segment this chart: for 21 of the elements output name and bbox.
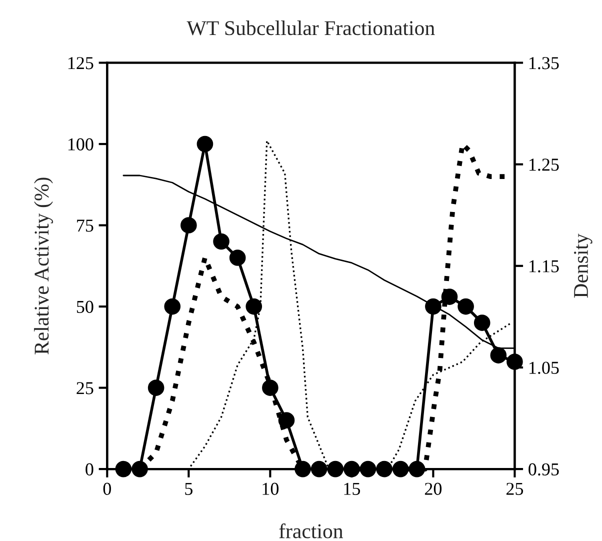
chart-title: WT Subcellular Fractionation — [186, 20, 435, 36]
x-axis-title: fraction — [279, 523, 344, 538]
x-tick-label: 15 — [344, 482, 360, 495]
y-tick-label: 0 — [86, 463, 94, 476]
y-axis-title: Relative Activity (%) — [34, 178, 53, 354]
y2-tick-label: 1.15 — [529, 260, 559, 272]
y-tick-label: 125 — [68, 57, 94, 70]
x-tick-label: 25 — [506, 482, 524, 495]
y2-tick-label: 0.95 — [528, 463, 559, 476]
x-tick-label: 10 — [262, 482, 279, 495]
y-tick-label: 100 — [68, 138, 94, 150]
y-tick-label: 25 — [76, 382, 94, 394]
y-tick-label: 75 — [77, 220, 94, 232]
y2-tick-label: 1.05 — [529, 362, 559, 374]
y2-tick-label: 1.25 — [529, 158, 559, 171]
x-tick-label: 20 — [424, 482, 442, 495]
x-tick-label: 5 — [185, 482, 192, 495]
y2-tick-label: 1.35 — [529, 57, 559, 70]
y2-axis-title: Density — [574, 234, 592, 298]
y-tick-label: 50 — [76, 300, 94, 313]
x-tick-label: 0 — [103, 482, 111, 495]
